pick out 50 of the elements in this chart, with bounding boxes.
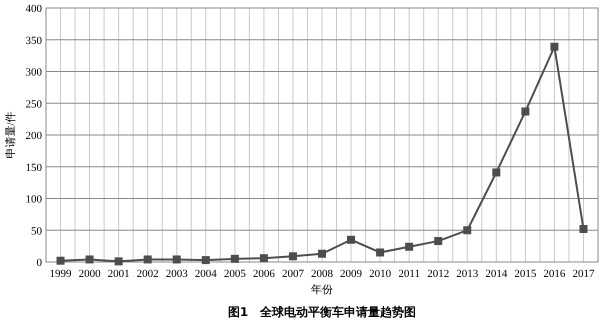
y-tick-label: 300 — [26, 66, 42, 78]
point — [463, 226, 472, 234]
point — [260, 254, 268, 262]
x-tick-label: 2008 — [311, 268, 334, 280]
x-axis-title: 年份 — [311, 284, 333, 296]
point — [434, 237, 442, 246]
x-tick-label: 2000 — [78, 268, 102, 280]
y-tick-label: 150 — [26, 162, 42, 174]
x-tick-label: 1999 — [50, 268, 72, 280]
x-tick-label: 2016 — [543, 268, 566, 280]
x-tick-label: 2011 — [398, 268, 420, 280]
point — [86, 255, 94, 264]
x-tick-label: 2005 — [224, 268, 246, 280]
y-tick-label: 200 — [26, 130, 42, 142]
y-tick-label: 0 — [36, 257, 42, 269]
x-tick-label: 2004 — [194, 268, 218, 280]
point — [550, 42, 558, 51]
point — [56, 256, 65, 265]
point — [347, 236, 356, 244]
point — [521, 108, 530, 116]
point — [579, 224, 588, 233]
y-tick-label: 400 — [26, 3, 42, 15]
point — [172, 255, 181, 264]
point — [230, 254, 239, 263]
text: 图1 全球电动平衡车申请量趋势图 — [228, 305, 416, 319]
y-tick-label: 250 — [26, 98, 42, 110]
y-tick-label: 350 — [26, 34, 42, 47]
point — [202, 256, 210, 264]
x-tick-label: 2001 — [108, 268, 130, 280]
x-tick-label: 2015 — [514, 268, 537, 280]
point — [144, 255, 152, 264]
x-tick-label: 2007 — [282, 268, 304, 280]
point — [318, 250, 326, 258]
y-axis-title: 申请量/件 — [4, 111, 17, 159]
x-tick-label: 2013 — [456, 268, 479, 280]
point — [405, 242, 414, 251]
x-tick-label: 2014 — [485, 268, 508, 280]
y-tick-label: 100 — [26, 194, 42, 206]
x-tick-label: 2002 — [136, 268, 159, 280]
x-tick-label: 2017 — [572, 268, 595, 280]
point — [376, 248, 384, 256]
point — [492, 168, 500, 176]
x-tick-label: 2010 — [369, 268, 392, 280]
x-tick-label: 2003 — [166, 268, 188, 280]
x-tick-label: 2006 — [252, 268, 276, 280]
point — [288, 252, 297, 260]
x-tick-label: 2009 — [340, 268, 363, 280]
point — [114, 257, 123, 266]
y-tick-label: 50 — [31, 225, 42, 238]
x-tick-label: 2012 — [427, 268, 450, 280]
